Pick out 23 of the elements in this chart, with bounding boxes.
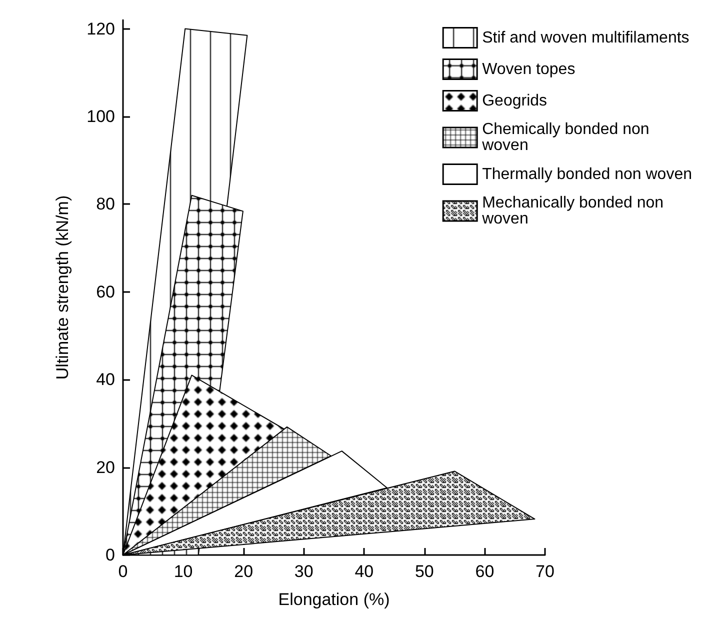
y-axis-title: Ultimate strength (kN/m) [53,195,72,380]
x-tick-label: 70 [536,562,554,581]
y-tick-label: 60 [96,282,115,302]
y-tick-label: 100 [86,106,115,126]
legend-label: Mechanically bonded non woven [481,194,668,228]
y-tick-label: 40 [96,370,115,390]
legend-label: Geogrids [482,92,548,110]
y-tick-label: 80 [96,194,115,214]
y-tick-label: 120 [86,19,115,38]
x-tick-label: 30 [294,562,314,581]
x-tick-label: 20 [234,562,254,581]
y-tick-label: 20 [96,458,115,477]
x-tick-label: 50 [414,562,434,581]
x-tick-label: 40 [354,562,374,581]
legend-label: Woven topes [482,60,576,78]
x-axis-title: Elongation (%) [278,590,390,609]
legend-label: Chemically bonded non woven [481,121,654,154]
x-tick-label: 10 [174,562,193,581]
x-tick-label: 60 [475,562,494,581]
legend-label: Stif and woven multifilaments [482,29,690,46]
x-tick-label: 0 [118,562,128,581]
y-tick-label: 0 [106,546,115,564]
legend-label: Thermally bonded non woven [482,166,692,183]
